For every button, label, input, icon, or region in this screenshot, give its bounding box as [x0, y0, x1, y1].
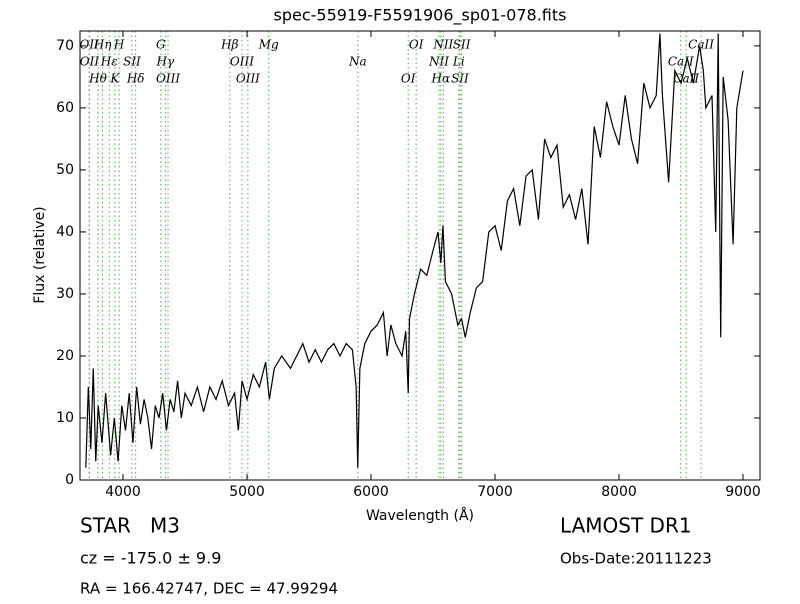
spectral-line-label: G [156, 38, 166, 52]
object-class: STAR M3 [80, 514, 180, 538]
x-tick-label: 6000 [353, 484, 389, 500]
redshift: cz = -175.0 ± 9.9 [80, 549, 221, 568]
spectral-line-label: SII [453, 38, 471, 52]
spectral-line-label: K [109, 72, 120, 86]
x-tick-label: 4000 [105, 484, 141, 500]
spectral-line-label: SII [123, 55, 141, 69]
spectral-line-label: NII [428, 55, 449, 69]
y-tick-label: 0 [65, 472, 74, 488]
spectral-line-label: CaII [688, 38, 714, 52]
spectral-line-label: OIII [236, 72, 260, 86]
coordinates: RA = 166.42747, DEC = 47.99294 [80, 580, 338, 598]
spectral-line-label: Hα [431, 72, 451, 86]
y-tick-label: 30 [56, 286, 74, 302]
spectral-line-label: OI [401, 72, 416, 86]
x-tick-label: 8000 [601, 484, 637, 500]
spectral-line-label: OIII [230, 55, 254, 69]
spectral-line-label: Hθ [88, 72, 107, 86]
spectrum-line [85, 33, 744, 468]
y-tick-label: 50 [56, 162, 74, 178]
spectral-line-label: Mg [258, 38, 279, 52]
spectral-line-label: Hη [93, 38, 112, 52]
spectral-line-label: Hδ [126, 72, 145, 86]
spectral-line-label: Na [348, 55, 367, 69]
x-tick-label: 5000 [229, 484, 265, 500]
x-tick-label: 7000 [477, 484, 513, 500]
spectral-line-label: CaII [668, 55, 694, 69]
x-tick-label: 9000 [725, 484, 761, 500]
spectral-line-label: OI [409, 38, 424, 52]
y-tick-label: 20 [56, 348, 74, 364]
spectral-line-label: H [113, 38, 125, 52]
survey: LAMOST DR1 [560, 514, 692, 538]
spectral-line-label: Hε [100, 55, 118, 69]
chart-title: spec-55919-F5591906_sp01-078.fits [274, 6, 567, 26]
obs-date: Obs-Date:20111223 [560, 550, 712, 568]
y-axis-label: Flux (relative) [32, 206, 48, 303]
spectral-line-label: NII [432, 38, 453, 52]
y-tick-label: 70 [56, 38, 74, 54]
spectral-line-label: OIII [156, 72, 180, 86]
y-tick-label: 60 [56, 100, 74, 116]
spectral-line-label: Hβ [220, 38, 238, 52]
spectral-line-label: OII [80, 55, 100, 69]
y-tick-label: 40 [56, 224, 74, 240]
spectral-line-label: Hγ [155, 55, 174, 69]
y-tick-label: 10 [56, 410, 74, 426]
spectral-line-label: SII [451, 72, 469, 86]
plot-frame [79, 30, 761, 481]
spectral-line-label: Li [452, 55, 465, 69]
x-axis-label: Wavelength (Å) [366, 507, 474, 524]
